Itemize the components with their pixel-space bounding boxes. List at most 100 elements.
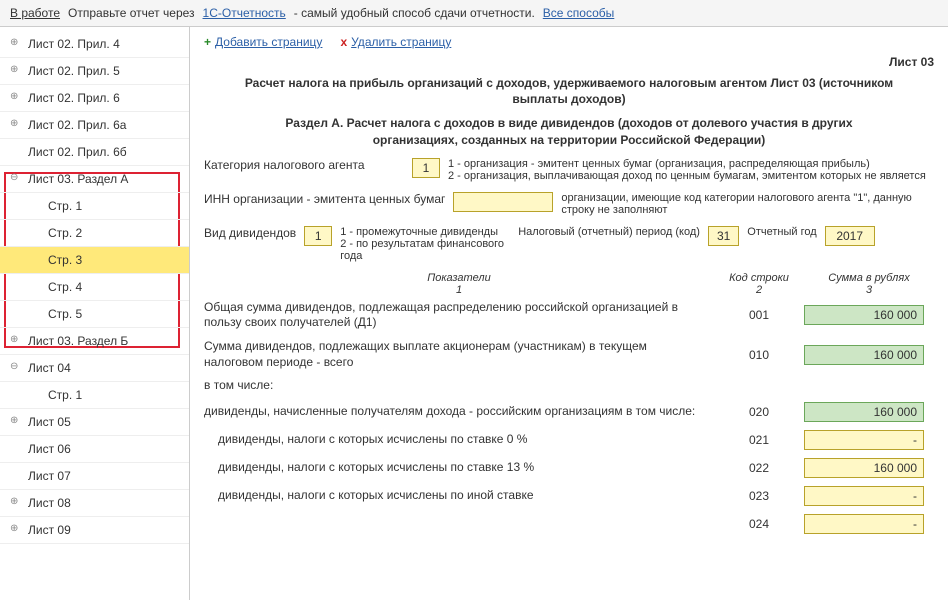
period-label: Налоговый (отчетный) период (код) bbox=[518, 226, 700, 238]
value-input[interactable]: 160 000 bbox=[804, 305, 924, 325]
tree-page[interactable]: Стр. 5 bbox=[0, 301, 189, 328]
row-value-cell: 160 000 bbox=[804, 402, 934, 422]
cat-value[interactable]: 1 bbox=[412, 158, 440, 178]
cat-desc: 1 - организация - эмитент ценных бумаг (… bbox=[448, 158, 926, 182]
tree-node[interactable]: ⊕ Лист 05 bbox=[0, 409, 189, 436]
tree-label: Стр. 3 bbox=[48, 253, 82, 267]
x-icon: x bbox=[340, 35, 347, 49]
value-input[interactable]: 160 000 bbox=[804, 345, 924, 365]
heading-2: Раздел А. Расчет налога с доходов в виде… bbox=[244, 115, 894, 147]
tree-node[interactable]: ⊕ Лист 02. Прил. 6а bbox=[0, 112, 189, 139]
row-code: 010 bbox=[714, 348, 804, 362]
tree-node[interactable]: Лист 06 bbox=[0, 436, 189, 463]
row-code: 023 bbox=[714, 489, 804, 503]
tree-page[interactable]: Стр. 1 bbox=[0, 382, 189, 409]
main-content: +Добавить страницу xУдалить страницу Лис… bbox=[190, 27, 948, 600]
tree-label: Лист 04 bbox=[28, 361, 71, 375]
tree-node[interactable]: Лист 02. Прил. 6б bbox=[0, 139, 189, 166]
delete-page-button[interactable]: xУдалить страницу bbox=[340, 35, 451, 49]
row-desc: дивиденды, налоги с которых исчислены по… bbox=[204, 460, 714, 476]
table-row: дивиденды, налоги с которых исчислены по… bbox=[204, 482, 934, 510]
status-work: В работе bbox=[10, 6, 60, 20]
sheet-title: Лист 03 bbox=[204, 55, 934, 69]
row-value-cell: - bbox=[804, 430, 934, 450]
tree-page[interactable]: Стр. 1 bbox=[0, 193, 189, 220]
table-row: Сумма дивидендов, подлежащих выплате акц… bbox=[204, 335, 934, 374]
tree-page[interactable]: Стр. 3 bbox=[0, 247, 189, 274]
table-row: в том числе: bbox=[204, 374, 934, 398]
row-value-cell: 160 000 bbox=[804, 305, 934, 325]
toggle-icon[interactable]: ⊕ bbox=[10, 334, 18, 345]
tree-label: Лист 02. Прил. 6а bbox=[28, 118, 126, 132]
plus-icon: + bbox=[204, 35, 211, 49]
table-row: 024- bbox=[204, 510, 934, 538]
value-input[interactable]: - bbox=[804, 514, 924, 534]
tree-label: Лист 06 bbox=[28, 442, 71, 456]
tree-node[interactable]: ⊕ Лист 09 bbox=[0, 517, 189, 544]
tree-node[interactable]: ⊕ Лист 03. Раздел Б bbox=[0, 328, 189, 355]
value-input[interactable]: 160 000 bbox=[804, 458, 924, 478]
toggle-icon[interactable]: ⊕ bbox=[10, 118, 18, 129]
tree-label: Лист 02. Прил. 6б bbox=[28, 145, 127, 159]
table-row: дивиденды, налоги с которых исчислены по… bbox=[204, 426, 934, 454]
tree-node[interactable]: ⊖ Лист 04 bbox=[0, 355, 189, 382]
toggle-icon[interactable]: ⊕ bbox=[10, 415, 18, 426]
tree-node[interactable]: ⊖ Лист 03. Раздел А bbox=[0, 166, 189, 193]
topbar-text: Отправьте отчет через bbox=[68, 6, 195, 20]
tree-label: Лист 05 bbox=[28, 415, 71, 429]
row-desc: дивиденды, налоги с которых исчислены по… bbox=[204, 488, 714, 504]
toggle-icon[interactable]: ⊖ bbox=[10, 361, 18, 372]
tree-label: Лист 02. Прил. 5 bbox=[28, 64, 120, 78]
data-rows: Общая сумма дивидендов, подлежащая распр… bbox=[204, 296, 934, 538]
row-value-cell: 160 000 bbox=[804, 458, 934, 478]
div-value[interactable]: 1 bbox=[304, 226, 332, 246]
year-value[interactable]: 2017 bbox=[825, 226, 875, 246]
row-code: 022 bbox=[714, 461, 804, 475]
tree-page[interactable]: Стр. 2 bbox=[0, 220, 189, 247]
tree-label: Лист 07 bbox=[28, 469, 71, 483]
row-desc: дивиденды, начисленные получателям доход… bbox=[204, 404, 714, 420]
inn-label: ИНН организации - эмитента ценных бумаг bbox=[204, 192, 445, 206]
toggle-icon[interactable]: ⊕ bbox=[10, 64, 18, 75]
tree-node[interactable]: Лист 07 bbox=[0, 463, 189, 490]
tree-label: Лист 02. Прил. 4 bbox=[28, 37, 120, 51]
div-label: Вид дивидендов bbox=[204, 226, 296, 240]
link-1c[interactable]: 1С-Отчетность bbox=[203, 6, 286, 20]
tree-label: Стр. 5 bbox=[48, 307, 82, 321]
tree-label: Стр. 2 bbox=[48, 226, 82, 240]
tree-label: Стр. 1 bbox=[48, 388, 82, 402]
tree-node[interactable]: ⊕ Лист 02. Прил. 5 bbox=[0, 58, 189, 85]
add-page-button[interactable]: +Добавить страницу bbox=[204, 35, 322, 49]
link-all-methods[interactable]: Все способы bbox=[543, 6, 615, 20]
tree-node[interactable]: ⊕ Лист 02. Прил. 6 bbox=[0, 85, 189, 112]
row-code: 024 bbox=[714, 517, 804, 531]
tree-label: Лист 03. Раздел А bbox=[28, 172, 128, 186]
value-input[interactable]: 160 000 bbox=[804, 402, 924, 422]
tree-node[interactable]: ⊕ Лист 02. Прил. 4 bbox=[0, 31, 189, 58]
row-desc: в том числе: bbox=[204, 378, 714, 394]
inn-input[interactable] bbox=[453, 192, 553, 212]
year-label: Отчетный год bbox=[747, 226, 816, 238]
tree-page[interactable]: Стр. 4 bbox=[0, 274, 189, 301]
toggle-icon[interactable]: ⊕ bbox=[10, 523, 18, 534]
tree-node[interactable]: ⊕Лист 08 bbox=[0, 490, 189, 517]
row-desc: Общая сумма дивидендов, подлежащая распр… bbox=[204, 300, 714, 331]
tree-label: Лист 02. Прил. 6 bbox=[28, 91, 120, 105]
value-input[interactable]: - bbox=[804, 430, 924, 450]
row-code: 020 bbox=[714, 405, 804, 419]
period-value[interactable]: 31 bbox=[708, 226, 739, 246]
value-input[interactable]: - bbox=[804, 486, 924, 506]
tree-label: Лист 03. Раздел Б bbox=[28, 334, 128, 348]
toggle-icon[interactable]: ⊕ bbox=[10, 496, 18, 507]
tree-label: Лист 09 bbox=[28, 523, 71, 537]
tree-label: Стр. 4 bbox=[48, 280, 82, 294]
inn-desc: организации, имеющие код категории налог… bbox=[561, 192, 934, 216]
row-code: 021 bbox=[714, 433, 804, 447]
toggle-icon[interactable]: ⊕ bbox=[10, 91, 18, 102]
sidebar-tree[interactable]: ⊕Лист 02. Прил. 4⊕Лист 02. Прил. 5⊕Лист … bbox=[0, 27, 190, 600]
row-desc: дивиденды, налоги с которых исчислены по… bbox=[204, 432, 714, 448]
table-row: дивиденды, налоги с которых исчислены по… bbox=[204, 454, 934, 482]
toggle-icon[interactable]: ⊕ bbox=[10, 37, 18, 48]
toggle-icon[interactable]: ⊖ bbox=[10, 172, 18, 183]
row-code: 001 bbox=[714, 308, 804, 322]
